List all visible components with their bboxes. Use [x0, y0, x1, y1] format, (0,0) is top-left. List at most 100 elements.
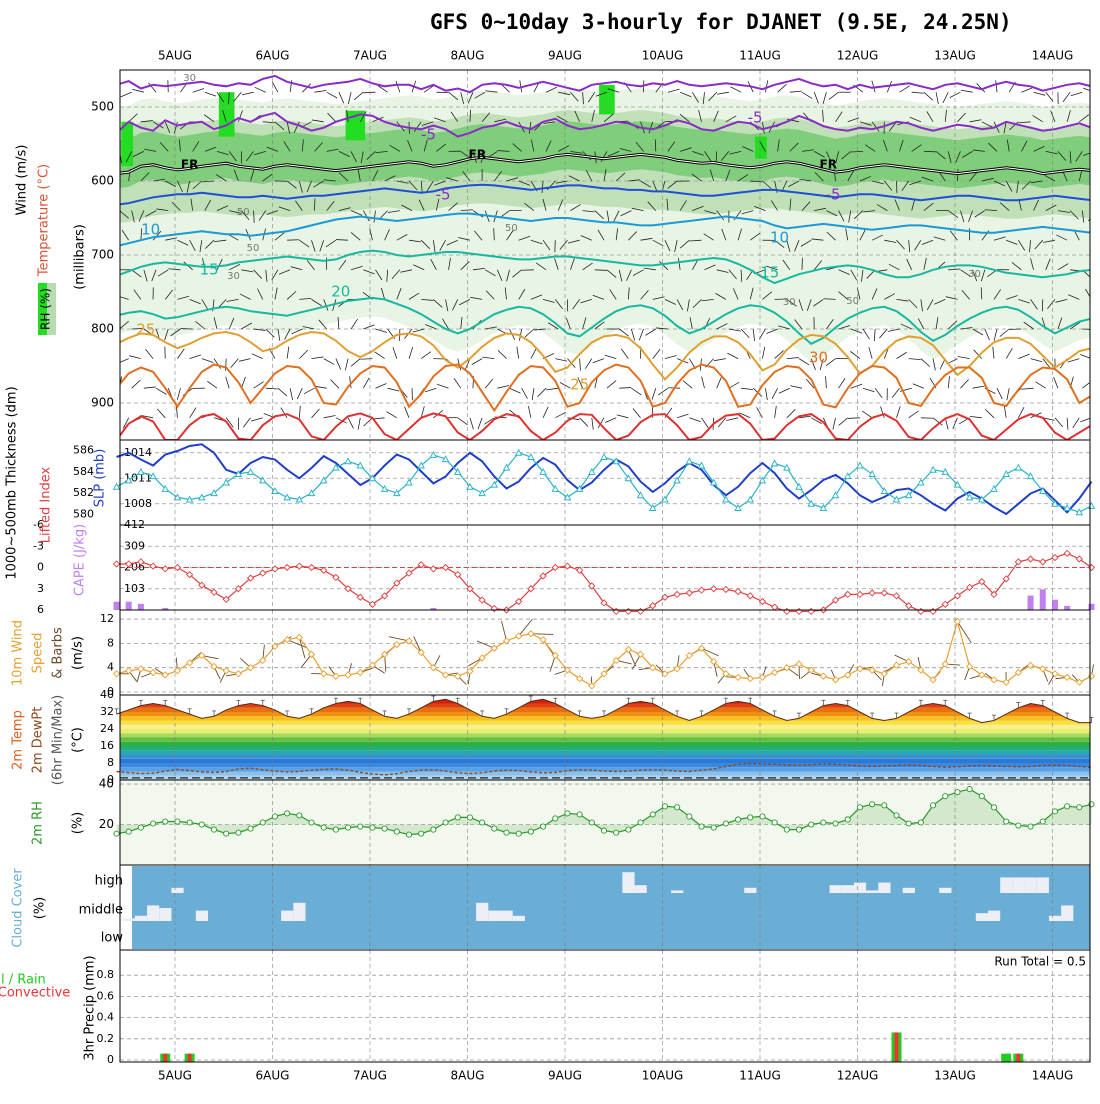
temp2m-label-3: (6hr Min/Max) [51, 695, 66, 785]
rh2m-marker [601, 828, 606, 833]
precip-tick-label: 0 [107, 1053, 114, 1066]
rh2m-marker [224, 831, 229, 836]
wind10-label-1: 10m Wind [11, 620, 26, 686]
bottom-date-label: 9AUG [548, 1069, 582, 1083]
temp2m-tick-label: 40 [100, 688, 114, 701]
rh2m-marker [845, 817, 850, 822]
rh-contour-label: 50 [505, 223, 518, 234]
rh2m-marker [175, 819, 180, 824]
cloud-row-label-high: high [95, 874, 123, 889]
isotherm-label: 25 [570, 376, 589, 394]
slp-axis-label: SLP (mb) [93, 449, 108, 508]
top-date-label: 8AUG [451, 49, 485, 63]
pressure-tick-label: 900 [91, 396, 114, 410]
rh2m-marker [821, 820, 826, 825]
rh2m-marker [540, 824, 545, 829]
rh2m-marker [431, 827, 436, 832]
rh2m-marker [735, 817, 740, 822]
cape-axis-label: CAPE (J/kg) [73, 524, 88, 596]
temp2m-label-2: 2m DewPt [31, 707, 46, 774]
pressure-tick-label: 800 [91, 322, 114, 336]
wind-barb [1095, 270, 1097, 282]
isotherm-label: -5 [436, 186, 451, 204]
rh2m-marker [711, 825, 716, 830]
rh2m-marker [211, 827, 216, 832]
precip-convective-bar [1016, 1054, 1020, 1062]
cape-tick-label: 103 [124, 582, 145, 595]
rh2m-marker [333, 827, 338, 832]
cloud-bar-middle [488, 911, 500, 921]
rh2m-marker [1052, 809, 1057, 814]
rh2m-marker [1040, 819, 1045, 824]
cape-tick-label: 309 [124, 539, 145, 552]
cloud-cover-label: Cloud Cover [11, 868, 26, 948]
rh2m-tick-label: 40 [99, 777, 114, 791]
cloud-bar-high [903, 888, 915, 893]
rh2m-marker [979, 794, 984, 799]
rh2m-marker [199, 822, 204, 827]
thickness-axis-label: 1000~500mb Thickness (dm) [5, 386, 20, 579]
isotherm-label: FR [820, 158, 837, 172]
isotherm-label: 25 [136, 321, 155, 339]
cloud-bar-middle [988, 911, 1000, 921]
cloud-bar-high [1000, 877, 1012, 893]
temp-color-band [120, 716, 1090, 720]
wind-barb [105, 236, 116, 240]
temp-color-band [120, 738, 1090, 742]
rh2m-marker [297, 813, 302, 818]
rh-contour-label: 50 [237, 207, 250, 218]
wind-barb [1095, 329, 1100, 337]
temp-color-band [120, 742, 1090, 746]
temp2m-tick-label: 8 [107, 756, 114, 769]
top-date-label: 13AUG [934, 49, 976, 63]
wind-barb [117, 110, 119, 122]
cloud-bar-middle [123, 918, 135, 921]
rh2m-marker [650, 812, 655, 817]
rh2m-marker [687, 814, 692, 819]
precip-tick-label: 0.2 [97, 1032, 115, 1045]
wind10-unit-label: (m/s) [71, 636, 86, 670]
cape-bar [1089, 604, 1095, 610]
thickness-tick-label: 582 [73, 486, 94, 499]
rh2m-marker [138, 825, 143, 830]
rh2m-marker [455, 815, 460, 820]
cloud-row-label-middle: middle [79, 903, 123, 918]
isotherm-label: -5 [421, 126, 436, 144]
rh2m-marker [918, 820, 923, 825]
top-date-label: 14AUG [1032, 49, 1074, 63]
rh2m-marker [675, 805, 680, 810]
temp-color-band [120, 733, 1090, 737]
top-date-label: 12AUG [837, 49, 879, 63]
precip-convective-bar [188, 1054, 192, 1062]
cloud-bar-high [622, 872, 634, 893]
rh2m-marker [589, 820, 594, 825]
rh-bright-patch [755, 137, 767, 159]
isotherm-label: 15 [200, 261, 219, 279]
cloud-bar-high [171, 888, 183, 893]
temp2m-tick-label: 32 [100, 705, 114, 718]
top-date-label: 7AUG [353, 49, 387, 63]
rh2m-marker [894, 813, 899, 818]
isotherm-label: 10 [770, 229, 789, 247]
rh2m-marker [638, 820, 643, 825]
temperature-axis-label: Temperature (°C) [37, 164, 52, 277]
rh2m-marker [1016, 823, 1021, 828]
wind-barb [105, 299, 116, 303]
rh2m-marker [528, 829, 533, 834]
cape-bar [1040, 589, 1046, 610]
rh2m-marker [114, 831, 119, 836]
cape-bar [138, 604, 144, 610]
cloud-bar-high [635, 885, 647, 893]
cloud-bar-middle [135, 916, 147, 921]
thickness-tick-label: 580 [73, 507, 94, 520]
rh2m-marker [504, 830, 509, 835]
cloud-bar-high [1012, 877, 1024, 893]
wind10-label-3: & Barbs [51, 627, 66, 679]
rh2m-marker [467, 815, 472, 820]
pressure-tick-label: 700 [91, 248, 114, 262]
thickness-tick-label: 584 [73, 465, 94, 478]
rh-legend-label: RH (%) [39, 288, 53, 330]
temp2m-unit-label: (°C) [71, 727, 86, 753]
temp-color-band [120, 729, 1090, 733]
rh2m-marker [345, 825, 350, 830]
